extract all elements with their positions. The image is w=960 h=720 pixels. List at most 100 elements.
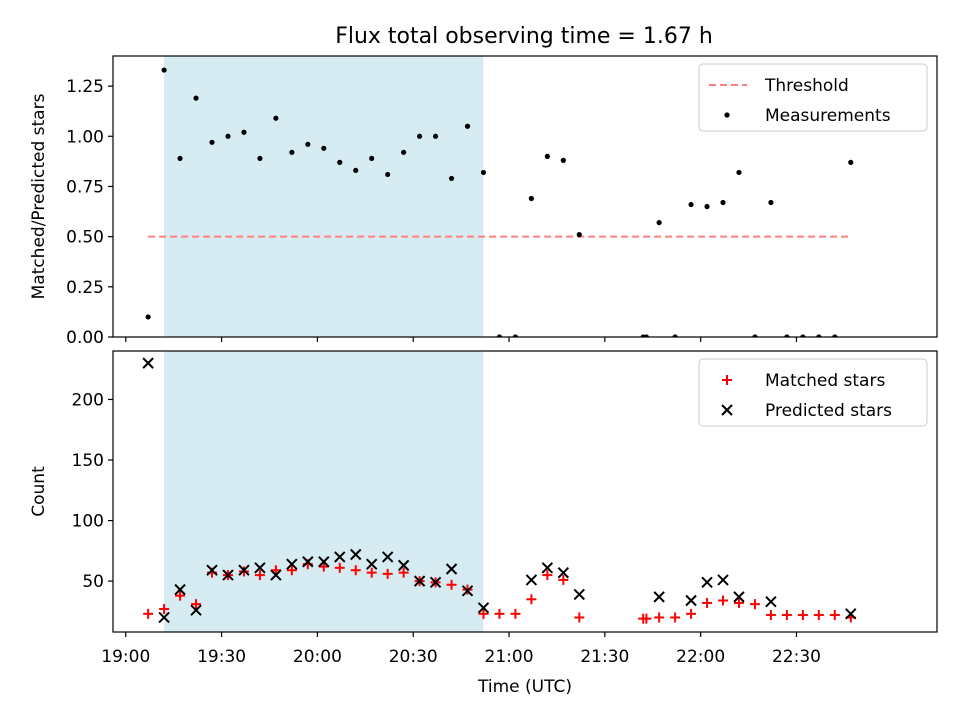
predicted-star-mark <box>701 576 713 589</box>
x-tick-label: 22:00 <box>676 647 725 667</box>
matched-star-point <box>749 599 760 610</box>
predicted-star-point <box>573 588 586 601</box>
matched-star-point <box>159 603 170 614</box>
matched-star-point <box>175 590 186 601</box>
legend-label: Measurements <box>765 106 891 126</box>
measurement-point <box>560 157 566 163</box>
matched-star-point <box>478 608 489 619</box>
predicted-star-mark <box>557 566 570 579</box>
predicted-star-mark <box>573 588 586 601</box>
plot-area <box>142 351 857 632</box>
predicted-star-point <box>701 576 713 589</box>
matched-star-point <box>270 565 281 576</box>
measurement-point <box>209 139 215 145</box>
matched-star-point <box>641 613 652 624</box>
x-axis-label: Time (UTC) <box>477 677 572 697</box>
matched-star-point <box>733 597 744 608</box>
predicted-star-mark <box>365 558 378 570</box>
measurement-point <box>720 199 726 206</box>
predicted-star-point <box>174 583 186 596</box>
predicted-star-point <box>350 548 362 561</box>
predicted-star-point <box>302 556 314 568</box>
measurement-point <box>480 169 487 176</box>
predicted-star-mark <box>765 596 777 608</box>
matched-star-point <box>829 610 840 621</box>
predicted-star-mark <box>445 563 458 575</box>
measurement-point <box>752 334 758 337</box>
measurement-point <box>496 334 503 337</box>
predicted-star-point <box>238 564 250 576</box>
predicted-star-point <box>477 602 490 614</box>
legend-measurement-swatch <box>724 112 730 118</box>
matched-star-point <box>510 608 521 619</box>
matched-star-point <box>191 599 202 610</box>
predicted-star-point <box>365 558 378 570</box>
predicted-star-point <box>717 574 729 586</box>
y-axis-label: Matched/Predicted stars <box>29 93 49 299</box>
y-tick-label: 1.25 <box>66 77 104 97</box>
predicted-star-point <box>222 569 234 581</box>
predicted-star-mark <box>142 357 154 369</box>
predicted-star-point <box>334 551 346 563</box>
observing-window-band <box>164 351 484 632</box>
predicted-star-mark <box>685 594 697 607</box>
predicted-star-point <box>254 562 266 574</box>
predicted-star-point <box>397 559 410 572</box>
matched-star-point <box>494 608 505 619</box>
measurement-point <box>337 159 343 165</box>
y-tick-label: 1.00 <box>66 127 104 147</box>
measurement-point <box>193 95 199 101</box>
y-tick-label: 100 <box>72 512 104 532</box>
measurement-point <box>784 334 790 337</box>
predicted-star-mark <box>733 591 745 603</box>
legend-predicted-swatch <box>721 404 733 416</box>
predicted-star-point <box>381 551 394 563</box>
measurement-point <box>832 334 838 337</box>
axes-frame <box>112 55 938 338</box>
matched-star-point <box>718 595 729 606</box>
measurement-point <box>544 153 550 159</box>
predicted-star-point <box>765 596 777 608</box>
matched-star-point <box>813 610 824 621</box>
y-tick-label: 50 <box>82 572 104 592</box>
matched-star-point <box>686 608 697 619</box>
matched-star-point <box>574 612 585 623</box>
legend-label: Matched stars <box>765 371 885 391</box>
measurement-point <box>672 334 678 337</box>
measurement-point <box>576 232 582 238</box>
predicted-star-mark <box>845 608 857 620</box>
measurement-point <box>512 334 519 337</box>
measurement-point <box>656 219 662 226</box>
measurement-point <box>177 155 183 161</box>
measurement-point <box>353 167 359 174</box>
y-tick-label: 0.00 <box>66 328 104 348</box>
matched-star-point <box>446 579 457 590</box>
measurement-point <box>321 145 327 151</box>
predicted-star-point <box>413 575 426 587</box>
matched-star-point <box>350 565 361 576</box>
legend-label: Threshold <box>764 76 849 96</box>
measurement-point <box>145 314 151 320</box>
predicted-star-mark <box>238 564 250 576</box>
matched-star-point <box>318 561 329 572</box>
y-tick-label: 0.25 <box>66 278 104 298</box>
predicted-star-point <box>158 611 170 624</box>
predicted-star-mark <box>413 575 426 587</box>
x-tick-label: 19:30 <box>197 647 246 667</box>
x-tick-label: 20:00 <box>293 647 342 667</box>
y-tick-label: 0.75 <box>66 177 104 197</box>
y-axis-label: Count <box>29 466 49 517</box>
y-tick-label: 200 <box>72 390 104 410</box>
matched-star-point <box>797 610 808 621</box>
matched-star-point <box>670 612 681 623</box>
x-tick-label: 21:00 <box>485 647 534 667</box>
predicted-star-point <box>270 569 282 581</box>
predicted-star-point <box>733 591 745 603</box>
predicted-star-mark <box>318 556 330 568</box>
predicted-star-point <box>541 562 554 574</box>
matched-star-point <box>286 565 297 576</box>
measurement-point <box>432 133 439 139</box>
measurement-point <box>289 149 295 155</box>
measurement-point <box>848 159 854 165</box>
